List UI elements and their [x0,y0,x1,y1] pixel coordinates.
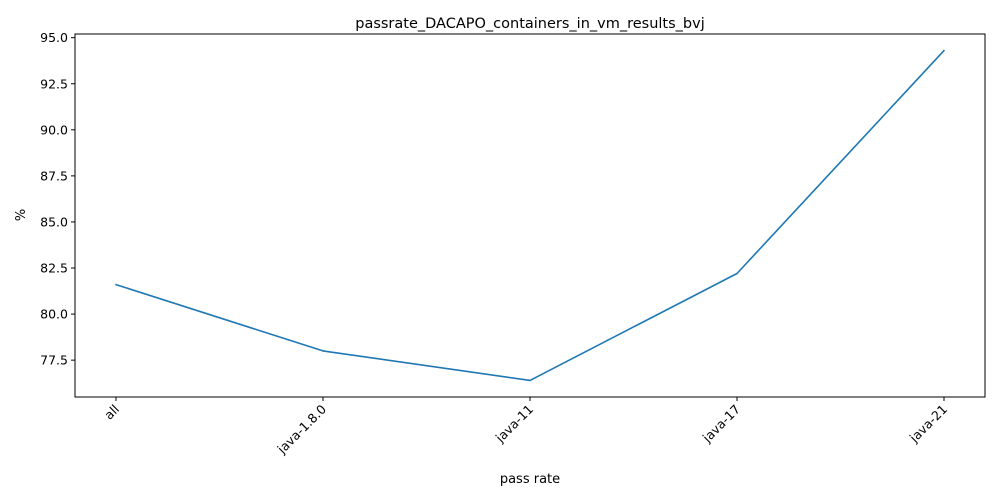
data-point [322,350,324,352]
series-layer [115,49,945,382]
y-axis-label: % [14,209,29,221]
series-line [115,50,945,382]
data-point [943,49,945,52]
chart-title: passrate_DACAPO_containers_in_vm_results… [355,16,705,32]
x-tick-label: java-1.8.0 [274,401,330,457]
y-tick-label: 92.5 [40,76,68,91]
plot-frame [74,33,986,398]
y-axis: 77.5 80.0 82.5 85.0 87.5 90.0 92.5 95.0 [40,30,75,368]
data-point [529,379,531,382]
x-tick-label: java-21 [906,402,950,446]
y-tick-label: 87.5 [40,168,68,183]
y-tick-label: 80.0 [40,307,68,322]
x-axis-label: pass rate [500,472,560,487]
x-tick-label: java-11 [492,402,536,446]
data-point [736,272,738,275]
y-tick-label: 85.0 [40,214,68,229]
x-axis: all java-1.8.0 java-11 java-17 java-21 [101,397,950,457]
x-tick-label: java-17 [699,402,743,446]
data-point [115,283,117,286]
y-tick-label: 90.0 [40,122,68,137]
x-tick-label: all [101,402,122,423]
y-tick-label: 95.0 [40,30,68,45]
y-tick-label: 77.5 [40,353,68,368]
y-tick-label: 82.5 [40,261,68,276]
